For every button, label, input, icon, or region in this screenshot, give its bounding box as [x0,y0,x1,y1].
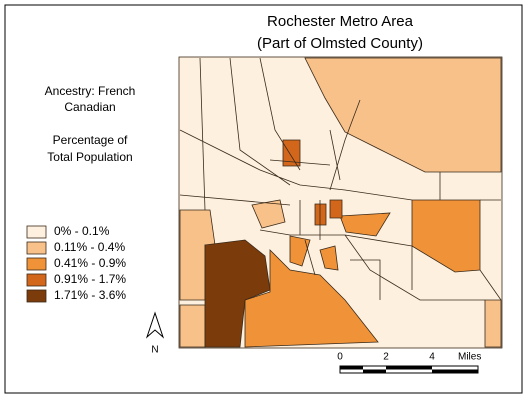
legend-swatch [26,225,47,239]
north-label: N [151,345,158,356]
region [282,139,301,167]
scale-segment [432,369,478,373]
legend-label: 0% - 0.1% [54,224,110,238]
legend-label: 0.41% - 0.9% [54,256,126,270]
measure-label: Percentage of [53,133,128,147]
region [319,245,339,271]
region [179,304,206,348]
legend-label: 0.91% - 1.7% [54,272,126,286]
scale-segment [386,366,432,370]
scale-segment [340,366,363,370]
scale-label: 0 [337,352,343,363]
region [289,235,311,267]
region [329,199,343,219]
region [251,199,286,229]
scale-bar: 0 2 4 Miles [337,352,481,374]
legend-swatch [26,241,47,255]
region [314,203,327,226]
region [244,249,379,348]
title-line: (Part of Olmsted County) [257,35,423,52]
region [339,212,391,237]
legend: 0% - 0.1% 0.11% - 0.4% 0.41% - 0.9% 0.91% -… [26,224,126,303]
region [411,199,481,273]
legend-swatch [26,289,47,303]
boundary [179,57,502,301]
title-line: Rochester Metro Area [267,13,414,30]
scale-label: 2 [383,352,389,363]
north-arrow-shape [145,311,165,339]
scale-segment [363,369,386,373]
measure-label: Total Population [47,150,132,164]
subject-label: Ancestry: French [45,84,136,98]
legend-label: 0.11% - 0.4% [54,240,125,254]
legend-swatch [26,273,47,287]
region [484,299,502,348]
map [178,56,503,349]
subject-label: Canadian [64,100,115,114]
north-arrow: N [145,311,165,356]
legend-label: 1.71% - 3.6% [54,288,126,302]
region [304,57,502,173]
scale-unit: Miles [458,352,481,363]
legend-swatch [26,257,47,271]
region [204,239,271,348]
page-border [4,4,523,394]
scale-label: 4 [429,352,435,363]
